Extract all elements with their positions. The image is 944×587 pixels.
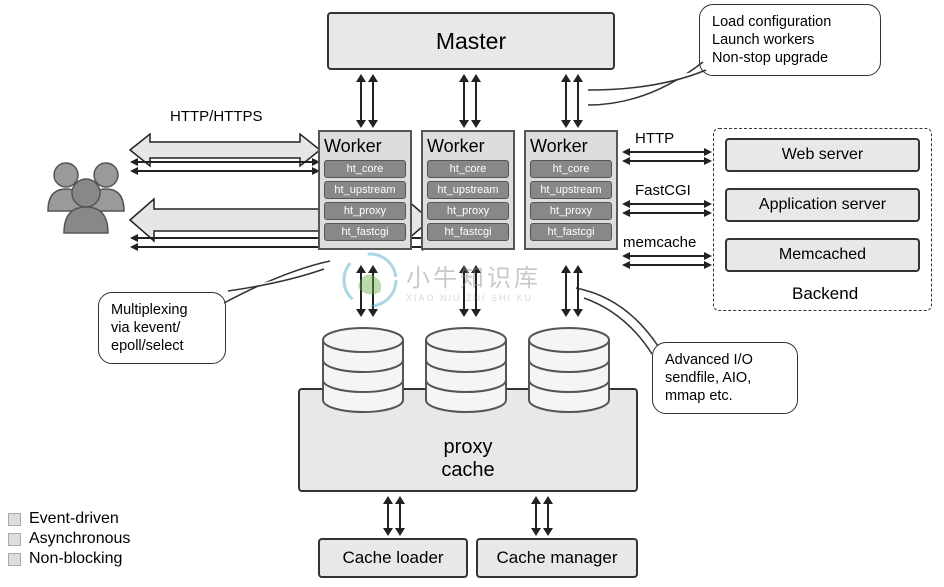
backend-appserver: Application server bbox=[725, 188, 920, 222]
worker-1-mod-1: ht_upstream bbox=[324, 181, 406, 199]
arrow-master-worker-2 bbox=[458, 72, 482, 130]
watermark-logo-icon bbox=[340, 250, 400, 310]
proto-http: HTTP bbox=[635, 130, 674, 147]
worker-3-mod-1: ht_upstream bbox=[530, 181, 612, 199]
worker-3-mod-2: ht_proxy bbox=[530, 202, 612, 220]
worker-2-mod-3: ht_fastcgi bbox=[427, 223, 509, 241]
worker-1-title: Worker bbox=[324, 136, 406, 157]
worker-2-mod-2: ht_proxy bbox=[427, 202, 509, 220]
arrow-cache-manager bbox=[530, 494, 554, 538]
backend-label: Backend bbox=[792, 284, 858, 304]
arrow-cache-loader bbox=[382, 494, 406, 538]
proxy-label-1: proxy bbox=[441, 436, 494, 459]
legend-square-icon bbox=[8, 513, 21, 526]
proto-memcache: memcache bbox=[623, 234, 696, 251]
arrow-master-worker-3 bbox=[560, 72, 584, 130]
worker-2: Worker ht_core ht_upstream ht_proxy ht_f… bbox=[421, 130, 515, 250]
legend: Event-driven Asynchronous Non-blocking bbox=[8, 508, 130, 570]
proto-fastcgi: FastCGI bbox=[635, 182, 691, 199]
db-stack-2 bbox=[421, 318, 511, 418]
worker-2-title: Worker bbox=[427, 136, 509, 157]
worker-1: Worker ht_core ht_upstream ht_proxy ht_f… bbox=[318, 130, 412, 250]
master-label: Master bbox=[436, 28, 506, 55]
db-stack-1 bbox=[318, 318, 408, 418]
db-stack-3 bbox=[524, 318, 614, 418]
worker-3-title: Worker bbox=[530, 136, 612, 157]
backend-webserver: Web server bbox=[725, 138, 920, 172]
worker-1-mod-0: ht_core bbox=[324, 160, 406, 178]
thin-arrows-top bbox=[128, 158, 322, 176]
callout-mux-tail bbox=[224, 261, 334, 306]
worker-2-mod-1: ht_upstream bbox=[427, 181, 509, 199]
arrow-master-worker-1 bbox=[355, 72, 379, 130]
worker-3-mod-3: ht_fastcgi bbox=[530, 223, 612, 241]
cache-loader-box: Cache loader bbox=[318, 538, 468, 578]
master-box: Master bbox=[327, 12, 615, 70]
arrow-backend-2 bbox=[620, 200, 714, 218]
worker-1-mod-2: ht_proxy bbox=[324, 202, 406, 220]
callout-io: Advanced I/O sendfile, AIO, mmap etc. bbox=[652, 342, 798, 414]
legend-square-icon bbox=[8, 533, 21, 546]
left-protocol-label: HTTP/HTTPS bbox=[170, 108, 263, 125]
callout-config-tail bbox=[588, 60, 708, 110]
worker-3: Worker ht_core ht_upstream ht_proxy ht_f… bbox=[524, 130, 618, 250]
backend-memcached: Memcached bbox=[725, 238, 920, 272]
legend-square-icon bbox=[8, 553, 21, 566]
worker-1-mod-3: ht_fastcgi bbox=[324, 223, 406, 241]
watermark: 小牛知识库 XIAO NIU ZHI SHI KU bbox=[340, 250, 640, 310]
arrow-backend-1 bbox=[620, 148, 714, 166]
callout-config: Load configuration Launch workers Non-st… bbox=[699, 4, 881, 76]
worker-3-mod-0: ht_core bbox=[530, 160, 612, 178]
users-icon bbox=[42, 155, 132, 235]
worker-2-mod-0: ht_core bbox=[427, 160, 509, 178]
proxy-label-2: cache bbox=[441, 459, 494, 482]
cache-manager-box: Cache manager bbox=[476, 538, 638, 578]
callout-mux: Multiplexing via kevent/ epoll/select bbox=[98, 292, 226, 364]
